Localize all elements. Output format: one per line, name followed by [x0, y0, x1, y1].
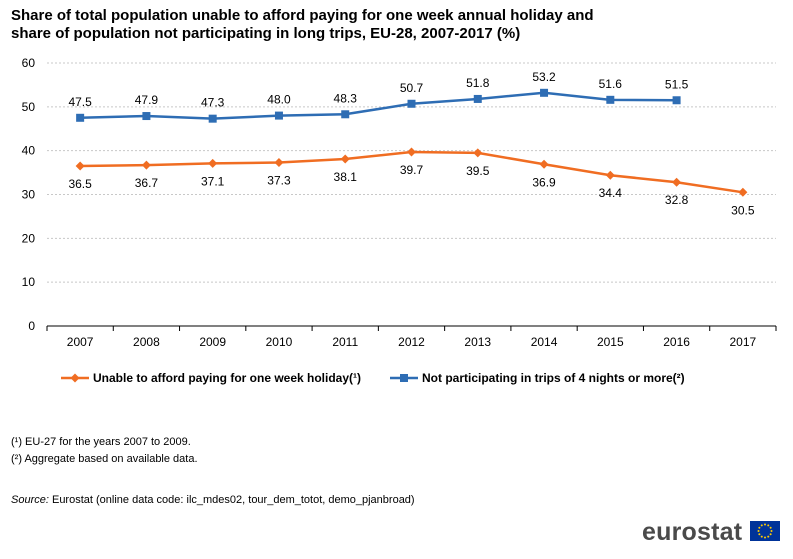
data-point — [274, 158, 284, 168]
source-note: Source: Eurostat (online data code: ilc_… — [11, 494, 415, 506]
footnote-1: (¹) EU-27 for the years 2007 to 2009. — [11, 436, 191, 448]
chart-title-line-2: share of population not participating in… — [11, 25, 521, 42]
data-label: 36.7 — [135, 176, 159, 190]
data-point — [540, 88, 549, 97]
data-point — [738, 187, 748, 197]
data-label: 48.0 — [267, 93, 291, 107]
data-label: 47.3 — [201, 96, 225, 110]
legend-marker — [70, 373, 80, 383]
data-label: 53.2 — [532, 70, 556, 84]
eu-flag-star — [770, 530, 773, 532]
data-label: 47.9 — [135, 93, 159, 107]
data-point — [407, 99, 416, 108]
eu-flag-star — [769, 533, 772, 536]
data-point — [208, 114, 217, 123]
eu-flag-background — [750, 521, 780, 541]
eu-flag-star — [760, 535, 763, 538]
eu-flag-star — [769, 526, 772, 529]
y-tick-label: 0 — [28, 319, 35, 333]
data-label: 32.8 — [665, 193, 689, 207]
eu-flag-star — [758, 526, 761, 529]
data-label: 51.5 — [665, 77, 689, 91]
data-point — [75, 161, 85, 171]
data-label: 30.5 — [731, 203, 755, 217]
x-tick-label: 2009 — [199, 335, 226, 349]
legend-label: Unable to afford paying for one week hol… — [93, 371, 361, 385]
data-point — [208, 158, 218, 168]
data-label: 39.5 — [466, 164, 490, 178]
legend-label: Not participating in trips of 4 nights o… — [422, 371, 685, 385]
x-tick-label: 2011 — [332, 335, 358, 349]
y-tick-label: 20 — [22, 231, 36, 245]
eu-flag-star — [757, 530, 760, 532]
data-label: 36.5 — [68, 177, 92, 191]
data-label: 38.1 — [334, 170, 358, 184]
x-tick-label: 2017 — [730, 335, 757, 349]
data-point — [605, 170, 615, 180]
eu-flag-star — [767, 524, 770, 527]
data-point — [142, 112, 151, 121]
data-label: 39.7 — [400, 163, 424, 177]
eu-flag-star — [764, 536, 766, 539]
data-point — [141, 160, 151, 170]
eu-flag-star — [760, 524, 763, 527]
data-label: 37.1 — [201, 174, 225, 188]
data-point — [274, 111, 283, 120]
eu-flag-star — [767, 535, 770, 538]
eu-flag-star — [764, 523, 766, 526]
y-tick-label: 50 — [22, 100, 36, 114]
data-point — [341, 110, 350, 119]
series-line-2 — [80, 91, 677, 120]
data-label: 36.9 — [532, 175, 556, 189]
eurostat-logo-text: eurostat — [642, 518, 743, 546]
data-label: 50.7 — [400, 81, 424, 95]
data-label: 37.3 — [267, 174, 291, 188]
x-tick-label: 2013 — [464, 335, 491, 349]
y-tick-label: 60 — [22, 56, 36, 70]
data-point — [672, 96, 681, 105]
data-point — [407, 147, 416, 157]
x-tick-label: 2010 — [266, 335, 293, 349]
data-label: 51.8 — [466, 76, 490, 90]
data-label: 51.6 — [599, 77, 623, 91]
source-label: Source: — [11, 494, 49, 506]
data-point — [606, 95, 615, 104]
chart-title-line-1: Share of total population unable to affo… — [11, 7, 594, 24]
data-point — [539, 159, 549, 169]
legend-marker — [400, 374, 408, 382]
data-point — [473, 94, 482, 103]
data-point — [672, 177, 682, 187]
y-tick-label: 40 — [22, 144, 36, 158]
source-text: Eurostat (online data code: ilc_mdes02, … — [48, 494, 415, 506]
eu-flag-icon — [750, 521, 780, 541]
x-tick-label: 2014 — [531, 335, 558, 349]
data-point — [473, 148, 483, 158]
x-tick-label: 2008 — [133, 335, 160, 349]
eu-flag-star — [758, 533, 761, 536]
footnote-2: (²) Aggregate based on available data. — [11, 453, 198, 465]
x-tick-label: 2015 — [597, 335, 624, 349]
data-point — [340, 154, 350, 164]
y-tick-label: 10 — [22, 275, 36, 289]
data-label: 47.5 — [68, 95, 92, 109]
data-label: 48.3 — [334, 91, 358, 105]
x-tick-label: 2007 — [67, 335, 94, 349]
data-point — [76, 113, 85, 122]
data-label: 34.4 — [599, 186, 623, 200]
y-tick-label: 30 — [22, 188, 36, 202]
x-tick-label: 2012 — [398, 335, 425, 349]
line-chart: 0 10 20 30 40 50 60 2007 2008 2009 2010 2011 2012 201… — [22, 56, 777, 385]
x-tick-label: 2016 — [663, 335, 690, 349]
chart-title: Share of total population unable to affo… — [11, 7, 711, 43]
